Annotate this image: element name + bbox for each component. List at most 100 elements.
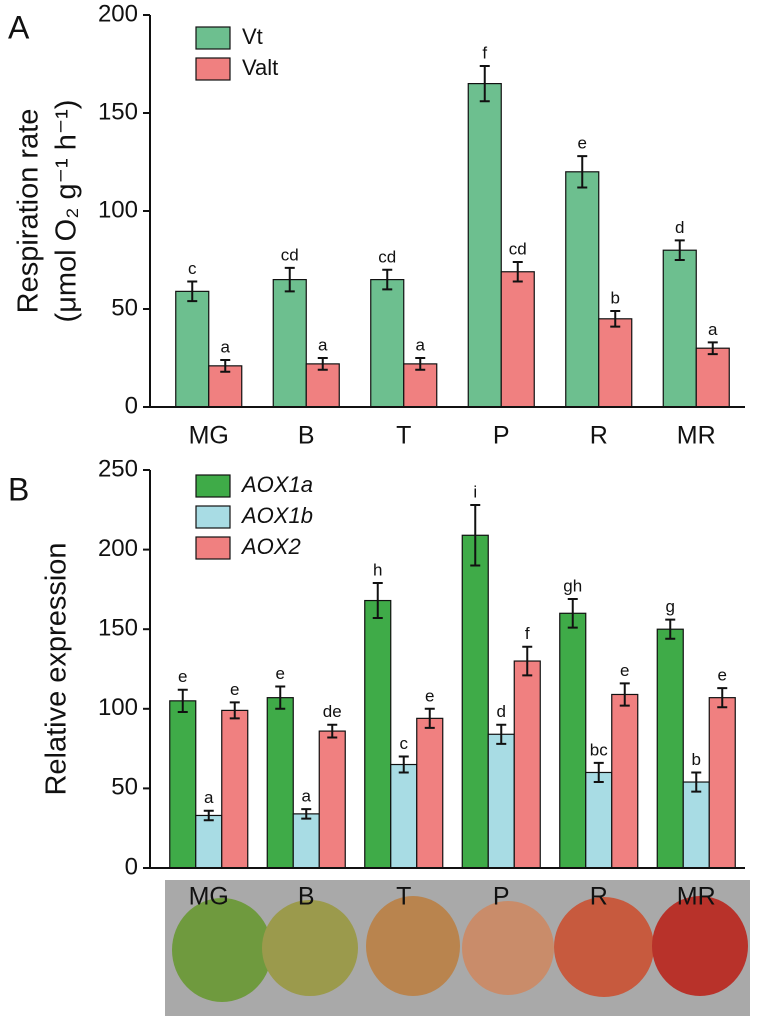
error-bar [187, 280, 198, 303]
bar [500, 271, 535, 408]
bar [390, 763, 418, 869]
bar [559, 612, 587, 869]
y-tick-label: 0 [125, 853, 138, 880]
error-bar [674, 239, 685, 261]
significance-letter: i [473, 483, 477, 502]
significance-letter: gh [563, 576, 582, 595]
bar [656, 628, 684, 869]
legend-label: Vt [242, 24, 263, 49]
error-bar [220, 358, 231, 373]
bar [662, 249, 697, 408]
x-tick-label: MG [189, 422, 229, 450]
error-bar [372, 582, 383, 620]
x-tick-label: MR [677, 883, 716, 911]
significance-letter: e [425, 686, 434, 705]
bar [370, 279, 405, 408]
error-bar [327, 723, 338, 739]
panel-label: A [8, 9, 30, 45]
error-bar [717, 687, 728, 709]
bar [611, 693, 639, 869]
error-bar [177, 688, 188, 713]
tomato [366, 896, 460, 996]
legend-swatch [195, 474, 231, 498]
bar [318, 730, 346, 869]
y-tick-label: 150 [98, 615, 138, 642]
significance-letter: f [525, 624, 530, 643]
x-tick-label: B [298, 883, 315, 911]
significance-letter: b [611, 288, 620, 307]
significance-letter: a [708, 320, 718, 339]
significance-letter: c [188, 259, 197, 278]
significance-letter: c [400, 734, 409, 753]
y-axis-label: Respiration rate [13, 109, 45, 314]
bar [272, 279, 307, 408]
error-bar [415, 357, 426, 371]
error-bar [424, 707, 435, 729]
bar [403, 363, 438, 408]
legend-swatch [195, 26, 231, 50]
significance-letter: a [416, 335, 426, 354]
panel-label: B [8, 471, 29, 507]
error-bar [619, 682, 630, 707]
significance-letter: e [178, 667, 187, 686]
y-tick-label: 100 [98, 694, 138, 721]
tomato [554, 897, 654, 997]
error-bar [317, 357, 328, 371]
error-bar [284, 266, 295, 293]
y-tick-label: 100 [98, 196, 138, 223]
error-bar [470, 504, 481, 567]
legend-swatch [195, 505, 231, 529]
legend-swatch [195, 536, 231, 560]
error-bar [496, 723, 507, 745]
bar [416, 717, 444, 869]
y-tick-label: 250 [98, 455, 138, 482]
y-tick-label: 200 [98, 535, 138, 562]
x-tick-label: P [493, 883, 510, 911]
error-bar [398, 755, 409, 774]
tomato [652, 896, 748, 996]
x-tick-label: B [298, 422, 315, 450]
significance-letter: a [318, 335, 328, 354]
significance-letter: a [221, 337, 231, 356]
error-bar [691, 771, 702, 793]
significance-letter: de [323, 702, 342, 721]
significance-letter: a [302, 787, 312, 806]
x-tick-label: P [493, 422, 510, 450]
error-bar [382, 268, 393, 291]
bar [513, 660, 541, 869]
bar [598, 318, 633, 408]
significance-letter: a [204, 788, 214, 807]
error-bar [593, 761, 604, 784]
y-axis-label: Relative expression [41, 542, 73, 795]
legend-swatch [195, 57, 231, 81]
y-tick-label: 150 [98, 98, 138, 125]
y-tick-label: 0 [125, 392, 138, 419]
significance-letter: b [692, 750, 701, 769]
bar [266, 697, 294, 869]
x-tick-label: R [590, 422, 608, 450]
bar [682, 781, 710, 869]
bar [364, 599, 392, 869]
bar [695, 347, 730, 408]
bar [461, 534, 489, 869]
significance-letter: g [666, 597, 675, 616]
bar [487, 733, 515, 869]
significance-letter: e [718, 666, 727, 685]
bar [305, 363, 340, 408]
significance-letter: e [230, 680, 239, 699]
significance-letter: e [276, 664, 285, 683]
y-axis-label: (μmol O₂ g⁻¹ h⁻¹) [51, 100, 83, 323]
error-bar [275, 685, 286, 710]
bar [195, 814, 223, 869]
error-bar [203, 809, 214, 822]
error-bar [229, 701, 240, 720]
significance-letter: f [482, 43, 487, 62]
error-bar [567, 597, 578, 629]
bar [708, 697, 736, 869]
legend-label: AOX1a [240, 472, 313, 497]
tomato [462, 901, 554, 995]
tomato [262, 900, 358, 996]
significance-letter: cd [281, 245, 299, 264]
bar [221, 709, 249, 869]
